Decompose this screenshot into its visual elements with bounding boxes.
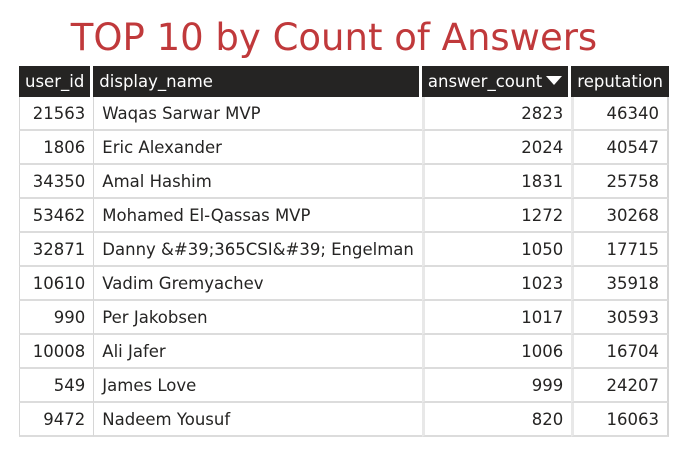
cell-answer-count: 1006 xyxy=(421,335,572,369)
cell-answer-count: 1831 xyxy=(421,165,572,199)
cell-answer-count: 999 xyxy=(421,369,572,403)
cell-reputation: 40547 xyxy=(571,131,669,165)
cell-user-id: 990 xyxy=(19,301,94,335)
table-row[interactable]: 21563 Waqas Sarwar MVP 2823 46340 xyxy=(19,97,669,131)
table-row[interactable]: 549 James Love 999 24207 xyxy=(19,369,669,403)
cell-user-id: 21563 xyxy=(19,97,94,131)
table-row[interactable]: 1806 Eric Alexander 2024 40547 xyxy=(19,131,669,165)
column-header-answer-count[interactable]: answer_count xyxy=(421,66,572,97)
table-row[interactable]: 34350 Amal Hashim 1831 25758 xyxy=(19,165,669,199)
cell-reputation: 30593 xyxy=(571,301,669,335)
table-row[interactable]: 53462 Mohamed El-Qassas MVP 1272 30268 xyxy=(19,199,669,233)
cell-display-name: Ali Jafer xyxy=(93,335,422,369)
column-header-reputation[interactable]: reputation xyxy=(571,66,669,97)
cell-user-id: 10610 xyxy=(19,267,94,301)
cell-answer-count: 1017 xyxy=(421,301,572,335)
column-header-label: reputation xyxy=(577,72,663,91)
cell-reputation: 16063 xyxy=(571,403,669,437)
cell-reputation: 46340 xyxy=(571,97,669,131)
cell-answer-count: 2024 xyxy=(421,131,572,165)
cell-reputation: 16704 xyxy=(571,335,669,369)
cell-reputation: 17715 xyxy=(571,233,669,267)
column-header-display-name[interactable]: display_name xyxy=(93,66,422,97)
cell-user-id: 549 xyxy=(19,369,94,403)
column-header-user-id[interactable]: user_id xyxy=(19,66,94,97)
cell-display-name: James Love xyxy=(93,369,422,403)
cell-display-name: Danny &#39;365CSI&#39; Engelman xyxy=(93,233,422,267)
header-row: user_id display_name answer_count reputa… xyxy=(19,66,669,97)
cell-user-id: 1806 xyxy=(19,131,94,165)
cell-user-id: 34350 xyxy=(19,165,94,199)
cell-answer-count: 1023 xyxy=(421,267,572,301)
visual-title: TOP 10 by Count of Answers xyxy=(70,16,598,59)
data-table: user_id display_name answer_count reputa… xyxy=(19,66,669,437)
table-row[interactable]: 990 Per Jakobsen 1017 30593 xyxy=(19,301,669,335)
column-header-label: display_name xyxy=(99,72,213,91)
cell-answer-count: 820 xyxy=(421,403,572,437)
cell-reputation: 24207 xyxy=(571,369,669,403)
cell-answer-count: 1272 xyxy=(421,199,572,233)
cell-display-name: Vadim Gremyachev xyxy=(93,267,422,301)
table-row[interactable]: 10008 Ali Jafer 1006 16704 xyxy=(19,335,669,369)
table-row[interactable]: 9472 Nadeem Yousuf 820 16063 xyxy=(19,403,669,437)
cell-user-id: 32871 xyxy=(19,233,94,267)
cell-display-name: Nadeem Yousuf xyxy=(93,403,422,437)
cell-display-name: Amal Hashim xyxy=(93,165,422,199)
cell-display-name: Eric Alexander xyxy=(93,131,422,165)
column-header-label: answer_count xyxy=(427,72,543,91)
cell-reputation: 25758 xyxy=(571,165,669,199)
cell-display-name: Mohamed El-Qassas MVP xyxy=(93,199,422,233)
cell-user-id: 9472 xyxy=(19,403,94,437)
cell-user-id: 53462 xyxy=(19,199,94,233)
cell-answer-count: 2823 xyxy=(421,97,572,131)
cell-reputation: 30268 xyxy=(571,199,669,233)
cell-reputation: 35918 xyxy=(571,267,669,301)
sort-descending-icon[interactable] xyxy=(546,76,563,85)
cell-answer-count: 1050 xyxy=(421,233,572,267)
cell-display-name: Per Jakobsen xyxy=(93,301,422,335)
table-row[interactable]: 32871 Danny &#39;365CSI&#39; Engelman 1050… xyxy=(19,233,669,267)
cell-display-name: Waqas Sarwar MVP xyxy=(93,97,422,131)
column-header-label: user_id xyxy=(25,72,85,91)
cell-user-id: 10008 xyxy=(19,335,94,369)
table-row[interactable]: 10610 Vadim Gremyachev 1023 35918 xyxy=(19,267,669,301)
